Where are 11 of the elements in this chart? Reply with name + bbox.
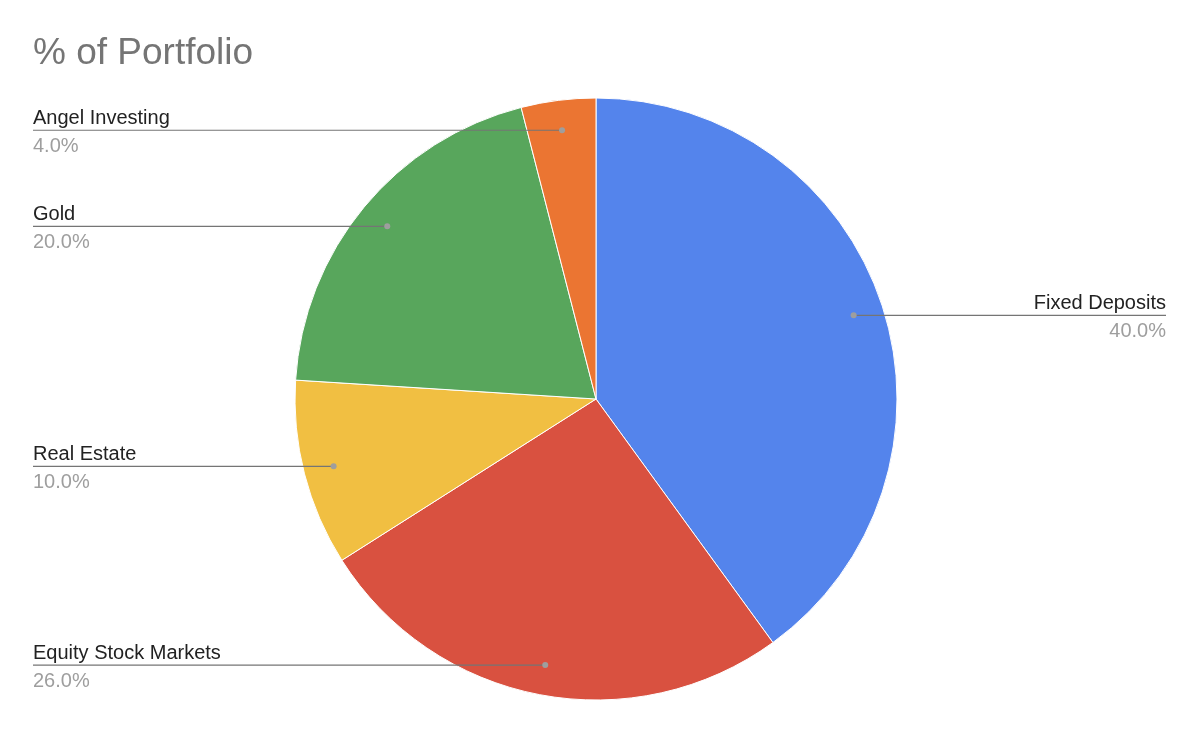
data-label: 20.0% (33, 230, 90, 253)
slice-label: Equity Stock Markets (33, 641, 221, 664)
slice-label: Angel Investing (33, 106, 170, 129)
slice-label: Gold (33, 202, 76, 225)
data-label: 4.0% (33, 134, 79, 157)
data-label: 40.0% (1109, 319, 1167, 342)
data-label: 10.0% (33, 470, 90, 493)
slice-label: Real Estate (33, 442, 137, 465)
chart-title: % of Portfolio (33, 31, 254, 72)
data-label: 26.0% (33, 669, 90, 692)
slice-label: Fixed Deposits (1033, 291, 1166, 314)
